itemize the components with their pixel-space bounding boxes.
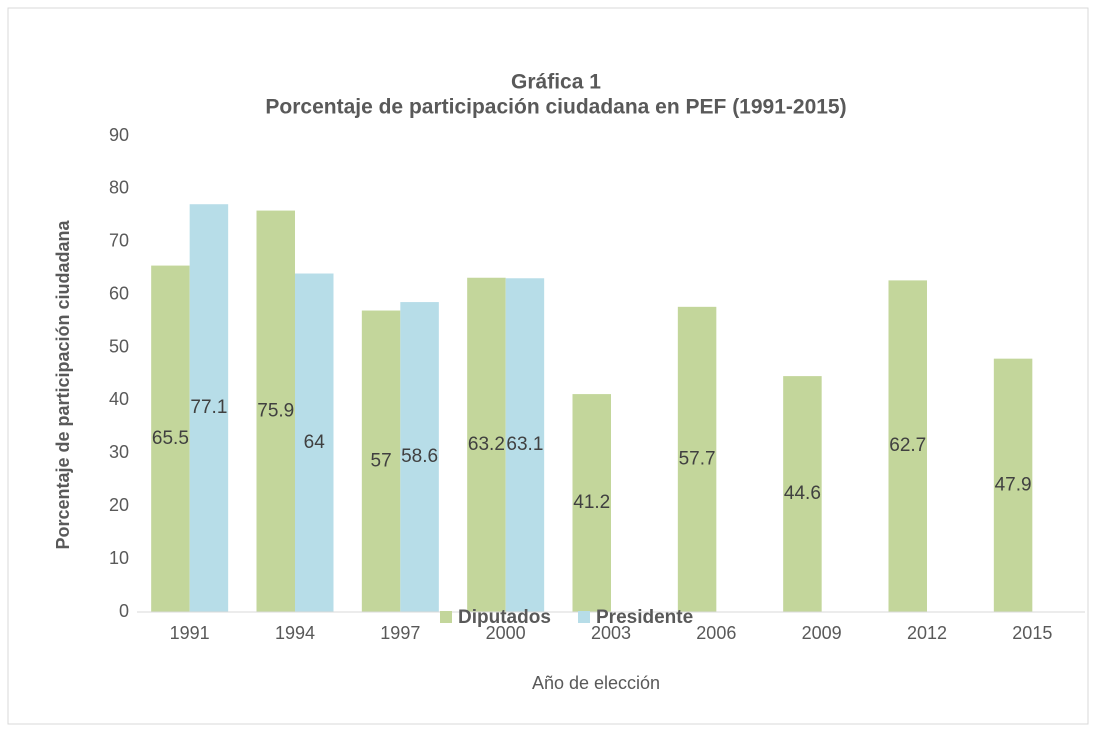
bar [888,280,927,612]
chart-subtitle: Porcentaje de participación ciudadana en… [265,96,846,119]
bar [256,210,295,612]
bar [467,277,506,612]
legend-label: Presidente [596,607,693,628]
bar [505,278,545,612]
data-label: 44.6 [784,483,821,504]
x-axis-title: Año de elección [532,673,660,693]
y-tick-label: 60 [109,283,129,303]
y-tick-label: 90 [109,125,129,145]
y-axis-title: Porcentaje de participación ciudadana [53,219,73,549]
x-tick-label: 1997 [380,623,420,643]
bar [361,310,401,612]
bar [295,273,334,612]
data-label: 58.6 [401,446,438,467]
x-tick-label: 1994 [275,623,315,643]
data-label: 62.7 [889,435,926,456]
data-label: 75.9 [257,400,294,421]
data-label: 57.7 [679,448,716,469]
bar [151,265,190,612]
legend-swatch [440,611,452,623]
chart-title: Gráfica 1 [511,71,601,94]
y-tick-label: 50 [109,336,129,356]
data-label: 57 [371,450,392,471]
y-tick-label: 30 [109,442,129,462]
x-tick-label: 2000 [486,623,526,643]
data-label: 77.1 [190,397,227,418]
x-tick-label: 2006 [696,623,736,643]
data-label: 63.2 [468,434,505,455]
bar [572,394,611,612]
bar [400,302,439,612]
bar [783,376,822,612]
bar [993,358,1033,612]
y-tick-label: 80 [109,178,129,198]
x-tick-label: 2003 [591,623,631,643]
y-tick-label: 0 [119,601,129,621]
x-tick-label: 2009 [802,623,842,643]
y-tick-label: 20 [109,495,129,515]
y-tick-label: 10 [109,548,129,568]
data-label: 41.2 [573,492,610,513]
legend-label: Diputados [458,607,551,628]
bar [677,306,717,612]
data-label: 63.1 [506,434,543,455]
bar [189,204,229,612]
legend-swatch [578,611,590,623]
data-label: 47.9 [995,474,1032,495]
x-tick-label: 2015 [1012,623,1052,643]
data-label: 65.5 [152,428,189,449]
x-tick-label: 1991 [170,623,210,643]
data-label: 64 [304,432,326,453]
y-tick-label: 40 [109,389,129,409]
y-tick-label: 70 [109,231,129,251]
x-tick-label: 2012 [907,623,947,643]
